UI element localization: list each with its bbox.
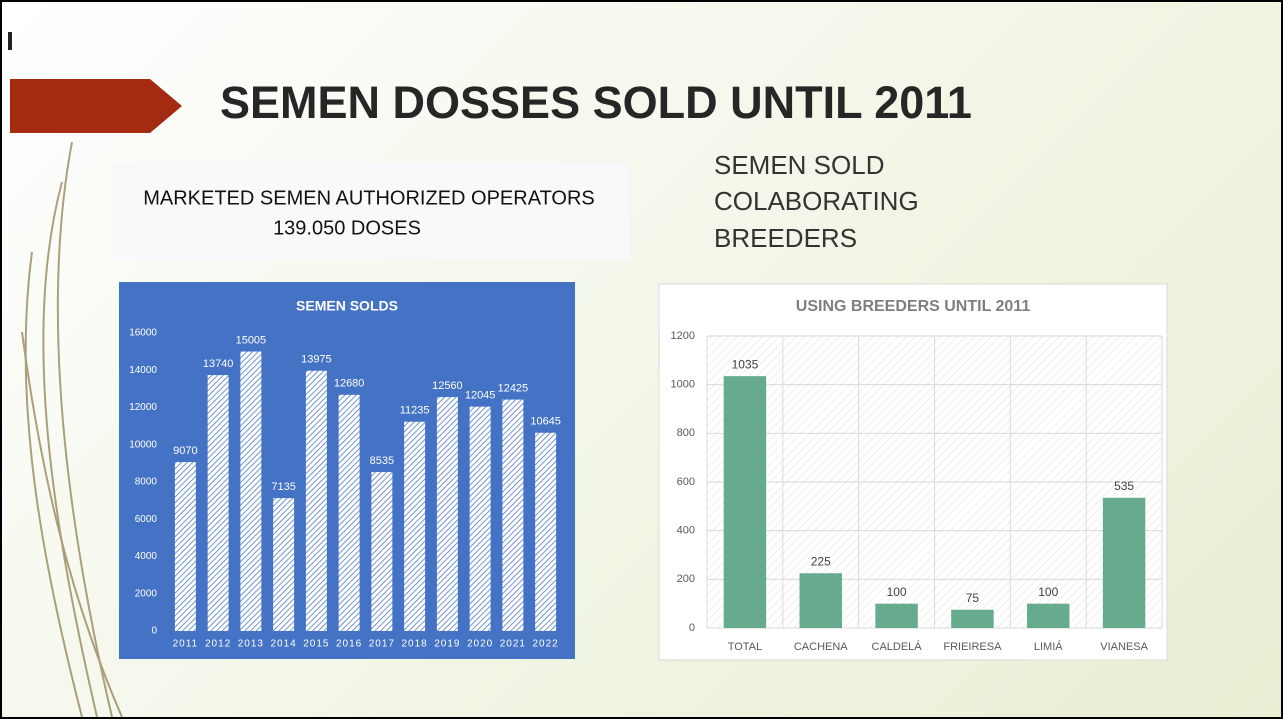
data-label: 15005 — [236, 334, 267, 346]
title-arrow — [10, 79, 182, 133]
x-tick-label: 2011 — [173, 639, 199, 650]
box-line: 139.050 DOSES — [273, 217, 421, 239]
x-tick-label: 2015 — [303, 639, 329, 650]
bar — [371, 472, 393, 631]
x-tick-label: 2018 — [402, 639, 428, 650]
bar — [535, 432, 557, 631]
y-tick-label: 14000 — [129, 365, 157, 376]
bar — [273, 498, 295, 631]
data-label: 100 — [1038, 585, 1058, 599]
bar — [338, 394, 360, 631]
data-label: 225 — [811, 554, 831, 568]
x-tick-label: 2019 — [434, 639, 460, 650]
y-tick-label: 1000 — [671, 379, 695, 391]
y-tick-label: 12000 — [129, 402, 157, 413]
x-tick-label: 2016 — [336, 639, 362, 650]
bar — [502, 399, 524, 631]
data-label: 11235 — [400, 405, 430, 417]
y-tick-label: 200 — [677, 573, 695, 585]
bullet — [8, 32, 12, 50]
x-tick-label: VIANESA — [1100, 641, 1148, 653]
bar — [469, 406, 491, 631]
y-tick-label: 6000 — [135, 514, 158, 525]
data-label: 12425 — [498, 382, 529, 394]
x-tick-label: 2014 — [271, 639, 297, 650]
data-label: 8535 — [370, 455, 394, 467]
box-line: MARKETED SEMEN AUTHORIZED OPERATORS — [143, 187, 595, 209]
y-tick-label: 400 — [677, 525, 695, 537]
bar — [207, 375, 229, 631]
x-tick-label: 2012 — [205, 639, 231, 650]
side-line: COLABORATING — [714, 186, 919, 216]
bar — [436, 397, 458, 631]
y-tick-label: 0 — [151, 626, 157, 637]
data-label: 10645 — [530, 416, 561, 428]
bar — [1027, 603, 1070, 628]
data-label: 535 — [1114, 479, 1134, 493]
chart-title: USING BREEDERS UNTIL 2011 — [796, 298, 1031, 315]
y-tick-label: 1200 — [671, 330, 695, 342]
y-tick-label: 800 — [677, 427, 695, 439]
data-label: 12680 — [334, 378, 365, 390]
y-tick-label: 600 — [677, 476, 695, 488]
x-tick-label: TOTAL — [728, 641, 762, 653]
chart-title: SEMEN SOLDS — [296, 298, 398, 314]
slide-title: SEMEN DOSSES SOLD UNTIL 2011 — [220, 77, 972, 128]
data-label: 12045 — [465, 390, 496, 402]
bar — [723, 376, 767, 628]
bar — [240, 351, 262, 631]
y-tick-label: 4000 — [135, 551, 158, 562]
data-label: 13975 — [301, 354, 332, 366]
data-label: 13740 — [203, 358, 234, 370]
side-line: BREEDERS — [714, 223, 857, 253]
decor — [21, 141, 123, 717]
bar — [951, 609, 994, 628]
data-label: 12560 — [432, 380, 463, 392]
side-line: SEMEN SOLD — [714, 150, 885, 180]
bar — [404, 421, 426, 631]
y-tick-label: 10000 — [129, 439, 157, 450]
y-tick-label: 8000 — [135, 477, 158, 488]
data-label: 1035 — [732, 357, 759, 371]
bar — [875, 603, 918, 628]
x-tick-label: LIMIÁ — [1034, 640, 1063, 653]
x-tick-label: CALDELÁ — [872, 640, 923, 653]
x-tick-label: 2022 — [533, 639, 559, 650]
x-tick-label: 2013 — [238, 639, 264, 650]
text-box — [112, 162, 630, 260]
data-label: 100 — [887, 585, 907, 599]
data-label: 7135 — [271, 481, 295, 493]
y-tick-label: 0 — [689, 622, 695, 634]
bar — [174, 462, 196, 631]
x-tick-label: CACHENA — [794, 641, 848, 653]
bar — [305, 370, 327, 631]
y-tick-label: 2000 — [135, 588, 158, 599]
bar — [1102, 497, 1146, 628]
chart: USING BREEDERS UNTIL 2011 0 200 400 600 800 10… — [658, 283, 1168, 661]
x-tick-label: 2017 — [369, 639, 395, 650]
chart: SEMEN SOLDS 0 2000 4000 6000 8000 10000 12000 14… — [119, 282, 575, 659]
data-label: 75 — [966, 591, 980, 605]
x-tick-label: 2020 — [467, 639, 493, 650]
data-label: 9070 — [173, 445, 197, 457]
x-tick-label: FRIEIRESA — [943, 641, 1002, 653]
bar — [799, 573, 842, 628]
y-tick-label: 16000 — [129, 328, 157, 339]
x-tick-label: 2021 — [500, 639, 526, 650]
